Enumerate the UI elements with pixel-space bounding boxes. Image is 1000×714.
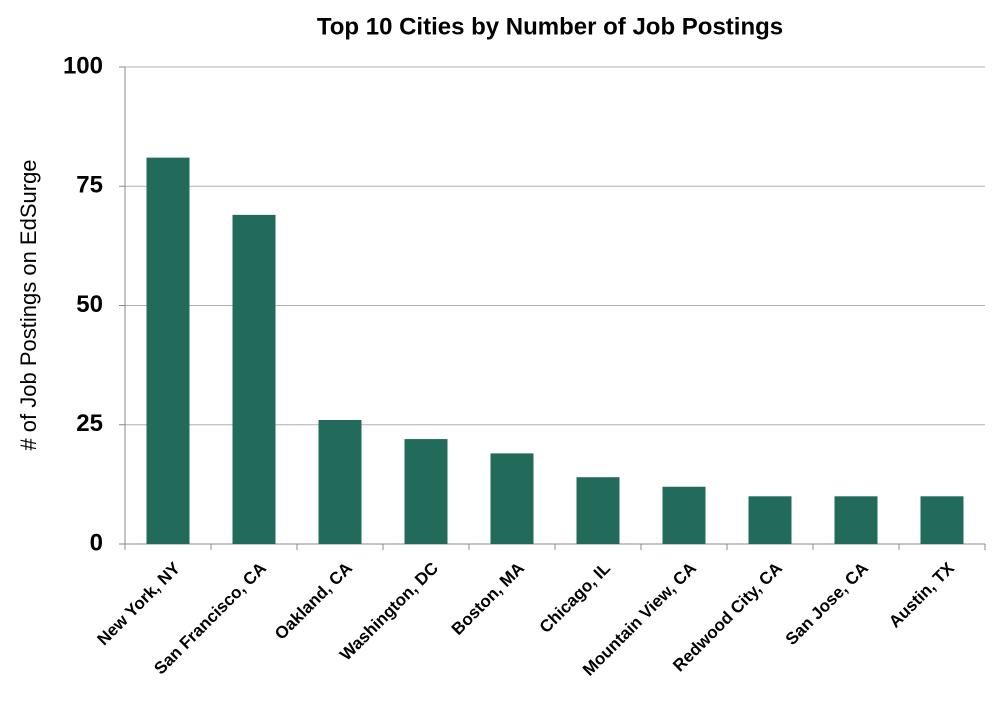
bar — [146, 157, 190, 544]
bar — [662, 486, 706, 544]
bar — [920, 496, 964, 544]
bar — [748, 496, 792, 544]
y-tick-label: 25 — [76, 410, 103, 437]
bar — [576, 477, 620, 544]
bar — [318, 419, 362, 544]
y-tick-label: 100 — [63, 52, 103, 79]
x-tick-label: Boston, MA — [448, 559, 528, 639]
y-axis-label: # of Job Postings on EdSurge — [16, 159, 41, 450]
bar — [490, 453, 534, 544]
bar — [232, 214, 276, 544]
x-tick-label: Oakland, CA — [271, 559, 356, 644]
chart-title: Top 10 Cities by Number of Job Postings — [317, 13, 783, 40]
bar — [834, 496, 878, 544]
y-tick-label: 75 — [76, 172, 103, 199]
y-tick-label: 0 — [90, 529, 103, 556]
bar — [404, 439, 448, 544]
x-tick-label: San Jose, CA — [782, 559, 872, 649]
y-tick-label: 50 — [76, 291, 103, 318]
x-tick-label: Chicago, IL — [536, 559, 614, 637]
x-tick-label: Austin, TX — [885, 558, 958, 631]
x-tick-label: New York, NY — [94, 558, 185, 649]
